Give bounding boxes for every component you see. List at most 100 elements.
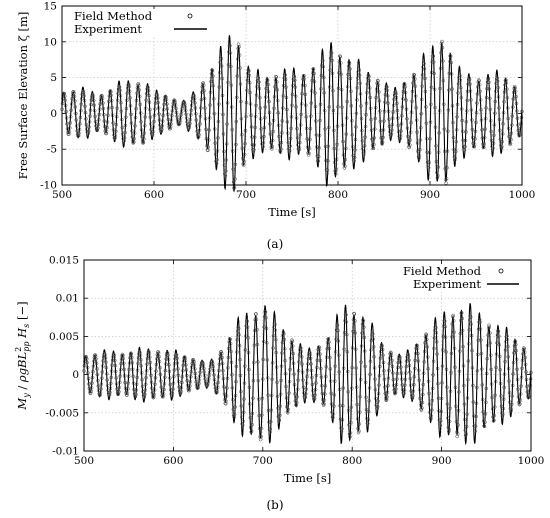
b-field-method-point: [519, 384, 523, 388]
b-field-method-point: [240, 423, 245, 428]
a-field-method-point: [482, 135, 487, 140]
a-field-method-point: [243, 128, 248, 133]
a-field-method-point: [417, 156, 421, 161]
a-field-method-point: [271, 129, 275, 134]
panel-a-plot-frame: [61, 5, 523, 186]
b-field-method-point: [415, 346, 420, 350]
a-field-method-point: [222, 149, 226, 154]
b-field-method-point: [177, 385, 181, 389]
a-field-method-point: [126, 83, 130, 87]
a-field-method-point: [473, 137, 477, 141]
a-field-method-point: [158, 123, 162, 127]
a-field-method-point: [63, 94, 67, 98]
a-field-method-point: [118, 88, 122, 93]
a-field-method-point: [400, 113, 404, 118]
a-field-method-point: [476, 85, 480, 89]
b-field-method-point: [357, 429, 361, 433]
b-field-method-point: [484, 386, 489, 391]
a-field-method-point: [117, 84, 121, 89]
a-field-method-point: [304, 126, 309, 131]
b-field-method-point: [518, 398, 523, 402]
a-field-method-point: [374, 87, 379, 91]
b-field-method-point: [328, 367, 333, 371]
a-field-method-point: [288, 136, 293, 141]
a-field-method-point: [238, 82, 243, 86]
b-field-method-point: [459, 310, 464, 315]
b-field-method-point: [492, 413, 497, 418]
a-field-method-point: [377, 90, 381, 94]
a-field-method-point: [65, 122, 69, 126]
b-field-method-point: [195, 386, 200, 391]
b-field-method-point: [440, 364, 445, 368]
b-field-method-point: [522, 347, 527, 351]
a-field-method-point: [508, 141, 513, 146]
a-field-method-point: [413, 84, 418, 89]
b-field-method-point: [274, 338, 278, 342]
a-field-method-point: [359, 104, 363, 108]
a-field-method-point: [164, 98, 169, 102]
b-field-method-point: [398, 360, 403, 364]
b-field-method-point: [472, 414, 476, 418]
b-field-method-point: [468, 315, 473, 319]
b-field-method-point: [117, 389, 121, 394]
a-field-method-point: [501, 122, 505, 126]
a-field-method-point: [252, 135, 257, 140]
b-field-method-point: [196, 386, 200, 390]
b-field-method-point: [488, 341, 493, 345]
a-field-method-point: [67, 130, 72, 134]
a-field-method-point: [419, 125, 423, 130]
a-field-method-point: [130, 129, 134, 133]
b-field-method-point: [255, 327, 259, 332]
b-field-method-point: [465, 412, 469, 417]
b-field-method-point: [292, 372, 296, 376]
a-field-method-point: [304, 103, 308, 107]
b-field-method-point: [163, 375, 167, 380]
b-field-method-point: [184, 363, 188, 367]
b-field-method-point: [377, 374, 382, 378]
b-field-method-point: [337, 353, 341, 357]
b-field-method-point: [224, 399, 228, 403]
a-field-method-point: [406, 134, 410, 139]
a-field-method-point: [204, 127, 208, 132]
b-field-method-point: [306, 356, 311, 361]
a-field-method-point: [142, 137, 146, 141]
b-field-method-point: [440, 381, 444, 385]
b-field-method-point: [357, 422, 362, 426]
b-field-method-point: [233, 393, 238, 398]
b-field-method-point: [451, 319, 456, 323]
b-field-method-point: [340, 418, 345, 422]
b-field-method-point: [150, 386, 154, 390]
a-field-method-point: [478, 89, 482, 94]
a-field-method-point: [328, 68, 332, 72]
a-field-method-point: [104, 129, 109, 134]
b-field-method-point: [225, 386, 229, 390]
a-field-method-point: [199, 97, 204, 102]
a-field-method-point: [247, 69, 251, 73]
a-field-method-point: [355, 98, 359, 102]
a-field-method-point: [224, 158, 228, 162]
b-field-method-point: [489, 382, 494, 386]
a-field-method-point: [127, 84, 131, 89]
b-field-method-point: [363, 380, 368, 385]
a-field-method-point: [445, 149, 450, 153]
a-field-method-point: [311, 67, 316, 71]
b-field-method-point: [280, 351, 284, 355]
a-field-method-point: [358, 81, 362, 85]
a-field-method-point: [332, 146, 337, 151]
b-field-method-point: [416, 351, 420, 356]
a-field-method-point: [373, 116, 378, 121]
a-field-method-point: [487, 80, 491, 85]
b-field-method-point: [105, 372, 109, 376]
a-field-method-point: [178, 120, 182, 125]
b-field-method-point: [417, 368, 421, 373]
a-field-method-point: [107, 94, 112, 98]
b-field-method-point: [101, 359, 105, 363]
b-field-method-point: [271, 346, 275, 350]
a-field-method-point: [233, 177, 237, 181]
panel-b-legend: Field Method Experiment: [375, 264, 525, 292]
a-field-method-point: [433, 125, 438, 129]
a-field-method-point: [491, 146, 495, 150]
a-field-method-point: [459, 86, 463, 90]
b-field-method-point: [391, 371, 395, 375]
b-field-method-point: [371, 337, 375, 341]
